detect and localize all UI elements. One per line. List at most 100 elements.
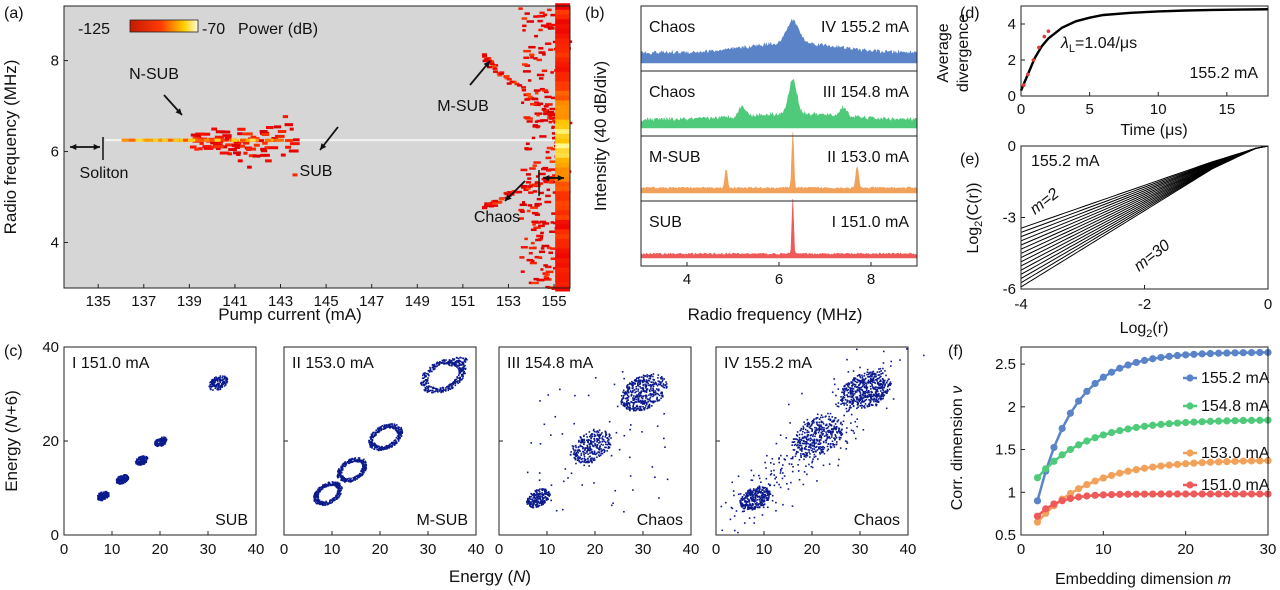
scatter-point xyxy=(317,495,320,498)
scatter-point xyxy=(762,506,765,509)
heatmap-cell xyxy=(521,88,527,92)
scatter-point xyxy=(378,446,381,449)
scatter-point xyxy=(593,438,595,440)
panel-c-x-tick-label: 10 xyxy=(539,541,556,558)
scatter-point xyxy=(799,440,802,443)
scatter-point xyxy=(664,384,667,387)
scatter-point xyxy=(213,385,215,387)
scatter-point xyxy=(773,484,776,487)
scatter-point xyxy=(801,392,803,395)
scatter-point xyxy=(657,388,660,391)
heatmap-cell xyxy=(529,261,537,265)
scatter-point xyxy=(652,400,654,403)
scatter-point xyxy=(813,432,816,434)
scatter-point xyxy=(100,497,103,499)
heatmap-cell xyxy=(532,124,539,127)
scatter-point xyxy=(880,393,883,396)
scatter-point xyxy=(104,494,107,497)
scatter-point xyxy=(887,385,890,387)
scatter-point xyxy=(800,427,803,430)
scatter-point xyxy=(856,407,858,410)
scatter-point xyxy=(118,475,121,478)
heatmap-cell xyxy=(242,141,250,145)
scatter-point xyxy=(589,448,591,451)
scatter-point xyxy=(746,492,748,495)
heatmap-cell xyxy=(521,63,528,66)
scatter-point xyxy=(223,385,226,387)
scatter-point xyxy=(803,436,805,439)
scatter-point xyxy=(422,380,425,383)
scatter-point xyxy=(845,431,848,434)
scatter-point xyxy=(453,362,455,365)
scatter-point xyxy=(315,490,318,493)
scatter-point xyxy=(650,388,652,390)
scatter-point xyxy=(100,496,103,498)
scatter-point xyxy=(829,432,832,435)
scatter-point xyxy=(580,452,583,455)
scatter-point xyxy=(642,376,645,379)
scatter-point xyxy=(616,405,619,408)
scatter-point xyxy=(576,457,579,459)
return-map-points xyxy=(96,375,229,502)
heatmap-cell xyxy=(252,154,261,158)
scatter-point xyxy=(574,394,576,397)
scatter-point xyxy=(451,387,453,390)
scatter-point xyxy=(828,415,830,418)
scatter-point xyxy=(803,448,806,450)
scatter-point xyxy=(759,501,762,504)
scatter-point xyxy=(211,385,213,388)
heatmap-cell xyxy=(555,246,570,254)
scatter-point xyxy=(853,378,855,380)
scatter-point xyxy=(324,483,327,485)
scatter-point xyxy=(733,494,735,497)
scatter-point xyxy=(767,497,770,500)
scatter-point xyxy=(749,490,752,493)
scatter-point xyxy=(385,426,388,428)
scatter-point xyxy=(877,381,879,384)
scatter-point xyxy=(653,394,655,397)
scatter-point xyxy=(650,381,653,383)
scatter-point xyxy=(624,393,626,396)
scatter-point xyxy=(788,463,791,465)
scatter-point xyxy=(892,398,895,400)
scatter-point xyxy=(810,427,813,430)
heatmap-cell xyxy=(533,277,539,281)
scatter-point xyxy=(635,385,638,388)
scatter-point xyxy=(462,363,465,365)
heatmap-cell xyxy=(547,116,553,119)
scatter-point xyxy=(638,408,641,411)
heatmap-cell xyxy=(534,112,543,115)
scatter-point xyxy=(816,424,819,426)
scatter-point xyxy=(127,478,129,481)
scatter-point xyxy=(886,390,889,393)
scatter-point xyxy=(580,461,583,463)
scatter-point xyxy=(347,459,350,462)
heatmap-cell xyxy=(517,84,523,87)
scatter-point xyxy=(107,492,110,495)
scatter-point xyxy=(397,438,400,440)
scatter-point xyxy=(632,403,635,405)
scatter-point xyxy=(583,455,586,458)
scatter-point xyxy=(370,441,372,444)
scatter-point xyxy=(750,506,753,508)
scatter-point xyxy=(629,407,631,410)
scatter-point xyxy=(542,500,545,503)
scatter-point xyxy=(536,493,538,495)
scatter-point xyxy=(754,489,757,492)
heatmap-cell xyxy=(539,191,544,195)
heatmap-cell xyxy=(550,147,558,151)
scatter-point xyxy=(827,425,830,428)
scatter-point xyxy=(857,386,860,389)
scatter-point xyxy=(583,438,585,441)
heatmap-cell xyxy=(540,247,545,250)
scatter-point xyxy=(781,477,784,480)
scatter-point xyxy=(828,435,831,438)
scatter-point xyxy=(755,495,757,497)
scatter-point xyxy=(645,397,647,399)
scatter-point xyxy=(804,451,807,454)
scatter-point xyxy=(864,396,867,398)
scatter-point xyxy=(742,505,744,507)
scatter-point xyxy=(836,431,838,433)
scatter-point xyxy=(135,463,138,465)
scatter-point xyxy=(872,404,874,407)
